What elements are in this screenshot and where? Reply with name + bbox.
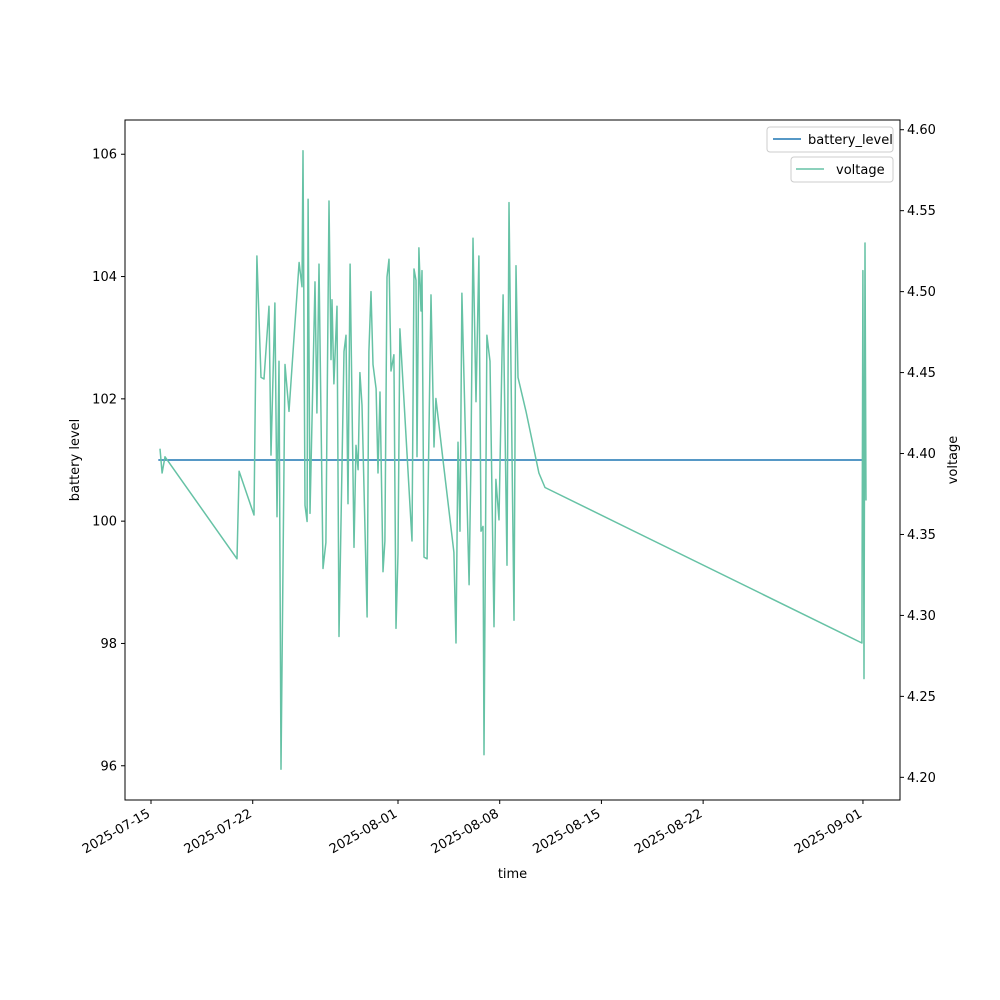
x-tick-label: 2025-07-15 [80,806,153,857]
series-line-voltage [159,150,867,770]
x-tick-label: 2025-08-15 [530,806,603,857]
x-axis-label: time [498,867,527,882]
x-tick-label: 2025-08-01 [327,806,400,857]
x-tick-label: 2025-08-08 [429,806,502,857]
legend-voltage-label: voltage [836,163,885,178]
x-tick-label: 2025-08-22 [632,806,705,857]
legend-battery-label: battery_level [808,133,893,148]
y-left-tick-label: 98 [100,637,117,652]
y-right-tick-label: 4.30 [907,609,936,624]
legend-battery-box [766,126,894,153]
y-left-axis-label: battery level [68,419,83,502]
y-left-tick-label: 96 [100,759,117,774]
y-left-tick-label: 100 [92,515,117,530]
y-right-tick-label: 4.50 [907,285,936,300]
y-right-tick-label: 4.55 [907,204,936,219]
y-left-tick-label: 102 [92,392,117,407]
legend-voltage-box [790,156,894,183]
y-right-tick-label: 4.40 [907,447,936,462]
y-left-tick-label: 104 [92,270,117,285]
y-right-axis-label: voltage [946,436,961,485]
y-right-tick-label: 4.35 [907,528,936,543]
y-right-tick-label: 4.20 [907,771,936,786]
y-right-tick-label: 4.25 [907,690,936,705]
x-tick-label: 2025-09-01 [792,806,865,857]
y-left-tick-label: 106 [92,148,117,163]
x-tick-label: 2025-07-22 [182,806,255,857]
plot-frame [124,119,901,801]
y-right-tick-label: 4.60 [907,123,936,138]
y-right-tick-label: 4.45 [907,366,936,381]
